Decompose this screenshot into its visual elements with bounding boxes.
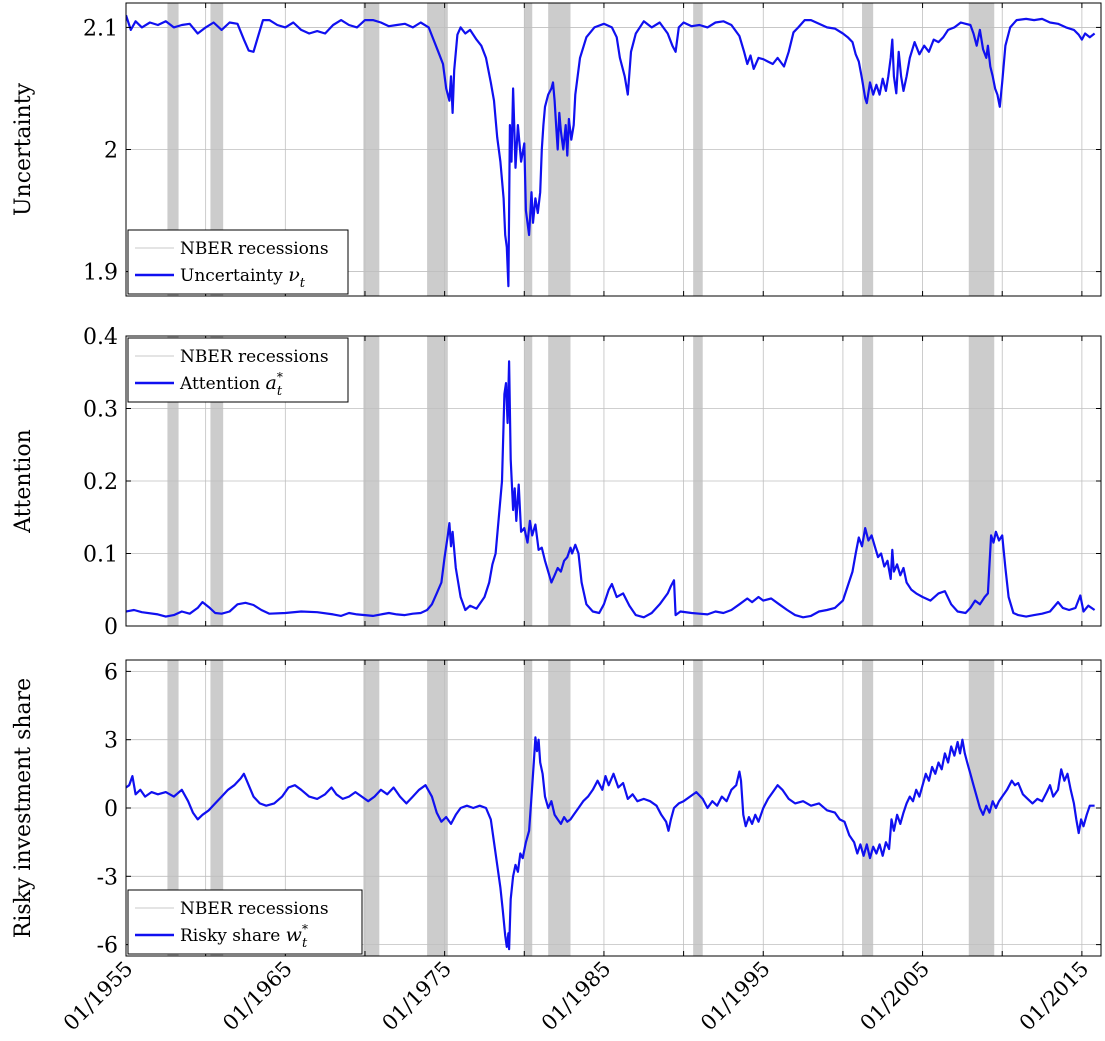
legend-entry: Risky share w* t bbox=[180, 922, 308, 951]
y-tick-label: 2 bbox=[104, 139, 118, 164]
legend-entry: NBER recessions bbox=[180, 347, 329, 367]
x-tick-label: 01/1965 bbox=[218, 957, 297, 1036]
y-tick-label: 2.1 bbox=[83, 16, 118, 41]
y-tick-label: 0.3 bbox=[83, 398, 118, 423]
y-tick-label: 3 bbox=[104, 729, 118, 754]
y-axis-label: Risky investment share bbox=[11, 678, 36, 938]
legend: NBER recessions Risky share w* t bbox=[127, 889, 363, 955]
series-line bbox=[126, 736, 1095, 951]
y-axis-label: Uncertainty bbox=[11, 82, 36, 216]
legend-box bbox=[127, 337, 349, 403]
x-tick-label: 01/1955 bbox=[59, 957, 138, 1036]
legend-entry: Uncertainty νt bbox=[180, 264, 306, 291]
y-tick-label: 0.1 bbox=[83, 543, 118, 568]
series-line bbox=[126, 14, 1096, 288]
uncertainty-panel: 1.9 2 2.1 Uncertainty NBER recessions Uncerta… bbox=[11, 2, 1102, 297]
legend-box bbox=[127, 229, 349, 295]
x-tick-label: 01/1985 bbox=[537, 957, 616, 1036]
y-tick-label: 0.4 bbox=[83, 325, 118, 350]
y-tick-label: 0.2 bbox=[83, 470, 118, 495]
risky-share-panel: -6 -3 0 3 6 Risky investment share NBER recess… bbox=[11, 659, 1102, 959]
y-tick-label: 1.9 bbox=[83, 261, 118, 286]
legend: NBER recessions Uncertainty νt bbox=[127, 229, 349, 295]
legend-box bbox=[127, 889, 363, 955]
x-axis-labels: 01/1955 01/1965 01/1975 01/1985 01/1995 01/20… bbox=[59, 957, 1094, 1036]
x-tick-label: 01/1975 bbox=[377, 957, 456, 1036]
x-tick-label: 01/2015 bbox=[1015, 957, 1094, 1036]
series-line bbox=[126, 360, 1096, 619]
legend-entry: Attention a* t bbox=[179, 370, 283, 399]
y-tick-label: 0 bbox=[104, 797, 118, 822]
legend: NBER recessions Attention a* t bbox=[127, 337, 349, 403]
y-axis-label: Attention bbox=[11, 429, 36, 534]
legend-entry: NBER recessions bbox=[180, 899, 329, 919]
attention-panel: 0 0.1 0.2 0.3 0.4 Attention NBER recessions Att… bbox=[11, 325, 1102, 640]
y-tick-label: -6 bbox=[97, 934, 118, 959]
y-tick-label: 6 bbox=[104, 660, 118, 685]
x-tick-label: 01/2005 bbox=[855, 957, 934, 1036]
x-tick-label: 01/1995 bbox=[696, 957, 775, 1036]
y-tick-label: -3 bbox=[97, 865, 118, 890]
legend-entry: NBER recessions bbox=[180, 239, 329, 259]
y-tick-label: 0 bbox=[104, 615, 118, 640]
